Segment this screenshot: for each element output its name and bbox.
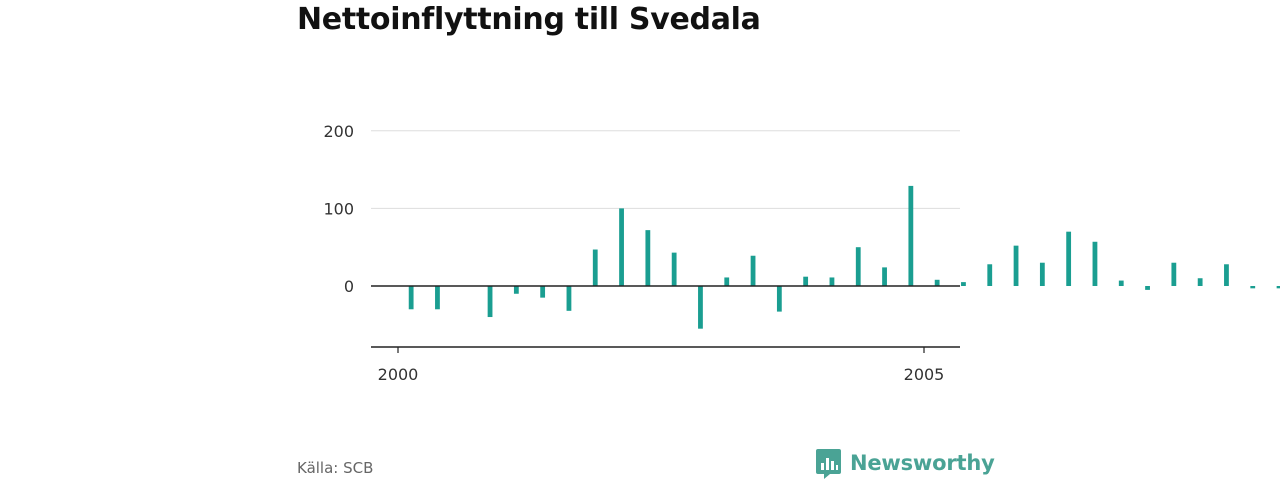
bar — [435, 286, 440, 310]
bar — [803, 276, 809, 286]
source-note: Källa: SCB — [297, 459, 374, 477]
bar — [1039, 262, 1045, 286]
brand-logo: Newsworthy — [815, 446, 995, 480]
bar — [1092, 241, 1098, 286]
bar — [592, 249, 598, 286]
bar — [934, 279, 940, 286]
bar — [908, 185, 914, 286]
bar — [645, 230, 651, 286]
x-tick-label: 2000 — [378, 365, 419, 384]
bar — [1224, 264, 1229, 286]
bar — [487, 286, 493, 318]
bar — [408, 286, 414, 310]
bar — [829, 277, 835, 286]
bar — [724, 277, 730, 286]
axes — [371, 285, 960, 353]
bar — [513, 286, 519, 294]
bar — [671, 252, 677, 286]
bar — [619, 208, 624, 286]
bar — [776, 286, 782, 312]
bar-chart-logo-icon — [816, 448, 841, 479]
bar — [698, 286, 703, 329]
bar — [961, 282, 966, 286]
bar — [1197, 278, 1203, 286]
bar — [540, 286, 546, 298]
bar — [1276, 286, 1280, 289]
bar — [1013, 245, 1019, 286]
bar — [1066, 231, 1072, 286]
bar — [855, 247, 861, 286]
x-axis-labels: 200020052010201520202025 — [378, 365, 945, 384]
y-axis-labels: 0 100 200 — [323, 122, 354, 296]
bar — [1171, 262, 1177, 286]
x-tick-label: 2005 — [904, 365, 945, 384]
y-tick-label: 100 — [323, 199, 354, 218]
bar-series — [408, 185, 1280, 329]
brand-name: Newsworthy — [850, 451, 995, 475]
bar — [882, 267, 887, 286]
grid-lines — [371, 130, 960, 209]
bar — [1250, 286, 1256, 289]
bar — [1145, 286, 1150, 290]
y-tick-label: 200 — [323, 122, 354, 141]
y-tick-label: 0 — [344, 277, 354, 296]
bar — [750, 255, 756, 286]
bar — [1118, 280, 1124, 286]
bar — [987, 264, 993, 286]
bar — [566, 286, 572, 311]
chart-title: Nettoinflyttning till Svedala — [297, 2, 761, 37]
